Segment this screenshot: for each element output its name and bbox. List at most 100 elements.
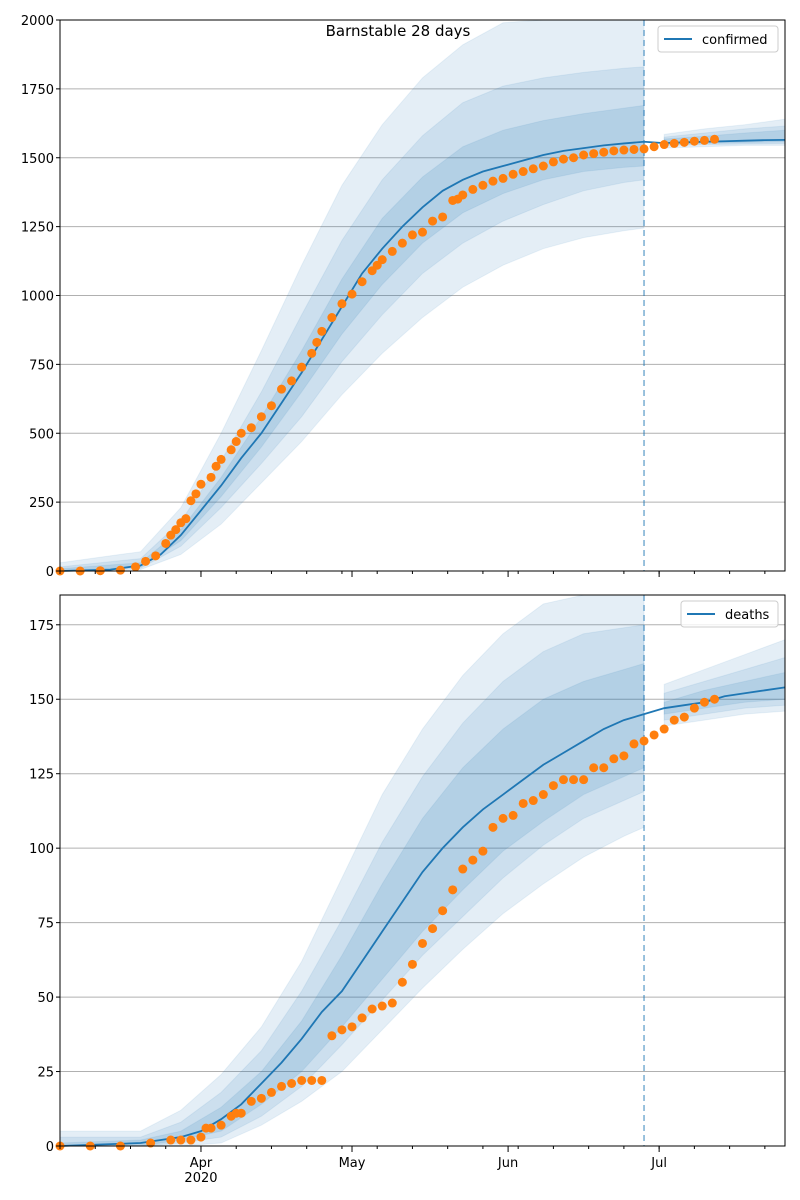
confirmed-data-point — [196, 479, 206, 489]
confirmed-data-point — [548, 157, 558, 167]
confirmed-data-point — [307, 348, 317, 358]
confirmed-data-point — [558, 154, 568, 164]
confirmed-ytick-label: 1000 — [21, 290, 54, 305]
deaths-ytick-label: 150 — [29, 693, 54, 708]
legend-label-confirmed: confirmed — [702, 33, 768, 48]
deaths-data-point — [387, 998, 397, 1008]
deaths-band-1 — [59, 624, 645, 1147]
deaths-data-point — [458, 864, 468, 874]
confirmed-ytick-label: 0 — [46, 565, 54, 580]
deaths-data-point — [619, 751, 629, 761]
confirmed-data-point — [508, 169, 518, 179]
deaths-data-point — [438, 906, 448, 916]
confirmed-data-point — [518, 167, 528, 177]
deaths-data-point — [297, 1075, 307, 1085]
deaths-data-point — [216, 1120, 226, 1130]
confirmed-data-point — [211, 461, 221, 471]
deaths-data-point — [548, 781, 558, 791]
confirmed-data-point — [629, 144, 639, 154]
confirmed-data-point — [287, 376, 297, 386]
deaths-data-point — [266, 1087, 276, 1097]
deaths-data-point — [679, 712, 689, 722]
deaths-data-point — [629, 739, 639, 749]
deaths-data-point — [407, 959, 417, 969]
confirmed-data-point — [609, 146, 619, 156]
confirmed-data-point — [498, 173, 508, 183]
confirmed-ytick-label: 2000 — [21, 14, 54, 29]
deaths-data-point — [327, 1031, 337, 1041]
deaths-data-point — [659, 724, 669, 734]
confirmed-data-point — [458, 190, 468, 200]
confirmed-data-point — [468, 184, 478, 194]
confirmed-ytick-label: 1750 — [21, 83, 54, 98]
deaths-data-point — [639, 736, 649, 746]
deaths-data-point — [196, 1132, 206, 1142]
deaths-data-point — [478, 846, 488, 856]
confirmed-data-point — [599, 147, 609, 157]
confirmed-data-point — [161, 538, 171, 548]
confirmed-data-point — [236, 428, 246, 438]
deaths-data-point — [256, 1093, 266, 1103]
legend-label-deaths: deaths — [725, 608, 770, 623]
confirmed-data-point — [191, 489, 201, 499]
deaths-gridlines — [60, 624, 785, 1073]
deaths-data-point — [287, 1078, 297, 1088]
confirmed-data-point — [181, 514, 191, 524]
deaths-data-point — [428, 924, 438, 934]
deaths-data-point — [538, 790, 548, 800]
confirmed-data-point — [216, 454, 226, 464]
confirmed-data-point — [231, 437, 241, 447]
deaths-data-point — [448, 885, 458, 895]
confirmed-data-point — [699, 135, 709, 145]
confirmed-data-point — [317, 326, 327, 336]
confirmed-data-point — [256, 412, 266, 422]
confirmed-data-point — [246, 423, 256, 433]
confirmed-observed-points — [55, 134, 720, 576]
deaths-axes-frame — [59, 594, 786, 1147]
confirmed-data-point — [171, 525, 181, 535]
deaths-ytick-label: 175 — [29, 619, 54, 634]
deaths-data-point — [206, 1123, 216, 1133]
confirmed-data-point — [689, 136, 699, 146]
confirmed-y-ticks: 0 250 500 750 1000 1250 1500 1750 2000 — [21, 14, 60, 580]
deaths-data-point — [146, 1138, 156, 1148]
legend-box — [680, 600, 779, 628]
deaths-data-point — [397, 977, 407, 987]
deaths-data-point — [609, 754, 619, 764]
confirmed-data-point — [428, 216, 438, 226]
confirmed-x-ticks — [59, 571, 766, 577]
confirmed-data-point — [397, 238, 407, 248]
confirmed-ytick-label: 1250 — [21, 221, 54, 236]
confirmed-data-point — [186, 496, 196, 506]
confirmed-data-point — [337, 299, 347, 309]
deaths-data-point — [166, 1135, 176, 1145]
confirmed-data-point — [357, 277, 367, 287]
confirmed-data-point — [131, 562, 141, 572]
confirmed-data-point — [710, 134, 720, 144]
deaths-data-point — [589, 763, 599, 773]
confirmed-data-point — [589, 149, 599, 159]
confirmed-data-point — [649, 142, 659, 152]
deaths-ytick-label: 50 — [37, 991, 54, 1006]
confirmed-data-point — [528, 164, 538, 174]
deaths-ytick-label: 100 — [29, 842, 54, 857]
x-tick-label: May — [339, 1156, 366, 1171]
deaths-data-point — [307, 1075, 317, 1085]
deaths-data-point — [377, 1001, 387, 1011]
confirmed-data-point — [488, 176, 498, 186]
deaths-legend: deaths — [680, 600, 779, 628]
deaths-data-point — [508, 810, 518, 820]
x-tick-label: 2020 — [184, 1171, 217, 1186]
confirmed-ytick-label: 250 — [29, 496, 54, 511]
confirmed-ytick-label: 750 — [29, 358, 54, 373]
confirmed-band-1 — [59, 66, 645, 572]
deaths-data-point — [317, 1075, 327, 1085]
confirmed-data-point — [377, 255, 387, 265]
confirmed-data-point — [347, 289, 357, 299]
deaths-data-point — [347, 1022, 357, 1032]
confirmed-data-point — [115, 565, 125, 575]
legend-box — [657, 25, 779, 53]
